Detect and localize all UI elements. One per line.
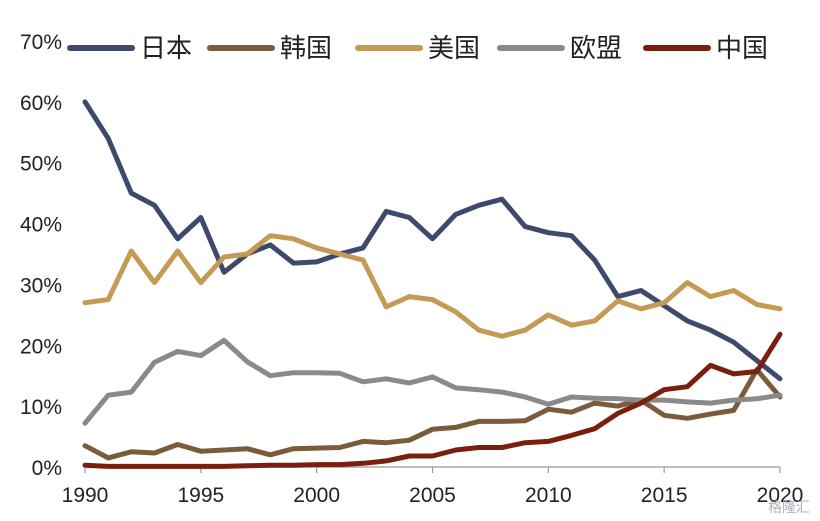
- y-axis-ticks: 0% 10% 20% 30% 40% 50% 60% 70%: [20, 31, 62, 480]
- series-lines: [82, 99, 783, 469]
- series-line-0: [82, 99, 783, 382]
- watermark-logo: 格隆汇: [768, 500, 810, 516]
- y-tick-label: 50%: [20, 153, 62, 176]
- y-tick-label: 20%: [20, 335, 62, 358]
- x-tick-label: 1995: [177, 484, 224, 507]
- y-tick-label: 70%: [20, 31, 62, 54]
- x-tick-label: 2010: [525, 484, 572, 507]
- legend: 日本 韩国 美国 欧盟 中国: [67, 33, 768, 63]
- y-tick-label: 30%: [20, 274, 62, 297]
- series-line-4: [82, 331, 783, 469]
- legend-label-4: 中国: [716, 33, 768, 63]
- series-line-3: [82, 337, 783, 426]
- legend-label-2: 美国: [428, 33, 480, 63]
- series-line-1: [82, 367, 783, 461]
- y-tick-label: 40%: [20, 214, 62, 237]
- x-tick-label: 2015: [641, 484, 688, 507]
- x-tick-label: 2005: [409, 484, 456, 507]
- y-tick-label: 60%: [20, 92, 62, 115]
- legend-label-0: 日本: [140, 33, 192, 63]
- y-tick-label: 10%: [20, 396, 62, 419]
- x-tick-label: 1990: [62, 484, 109, 507]
- x-tick-label: 2020: [757, 484, 804, 507]
- legend-label-1: 韩国: [280, 33, 332, 63]
- series-line-2: [82, 233, 783, 339]
- y-tick-label: 0%: [32, 457, 62, 480]
- x-tick-label: 2000: [293, 484, 340, 507]
- x-axis-ticks: 1990 1995 2000 2005 2010 2015 2020: [62, 467, 804, 507]
- legend-label-3: 欧盟: [570, 33, 622, 63]
